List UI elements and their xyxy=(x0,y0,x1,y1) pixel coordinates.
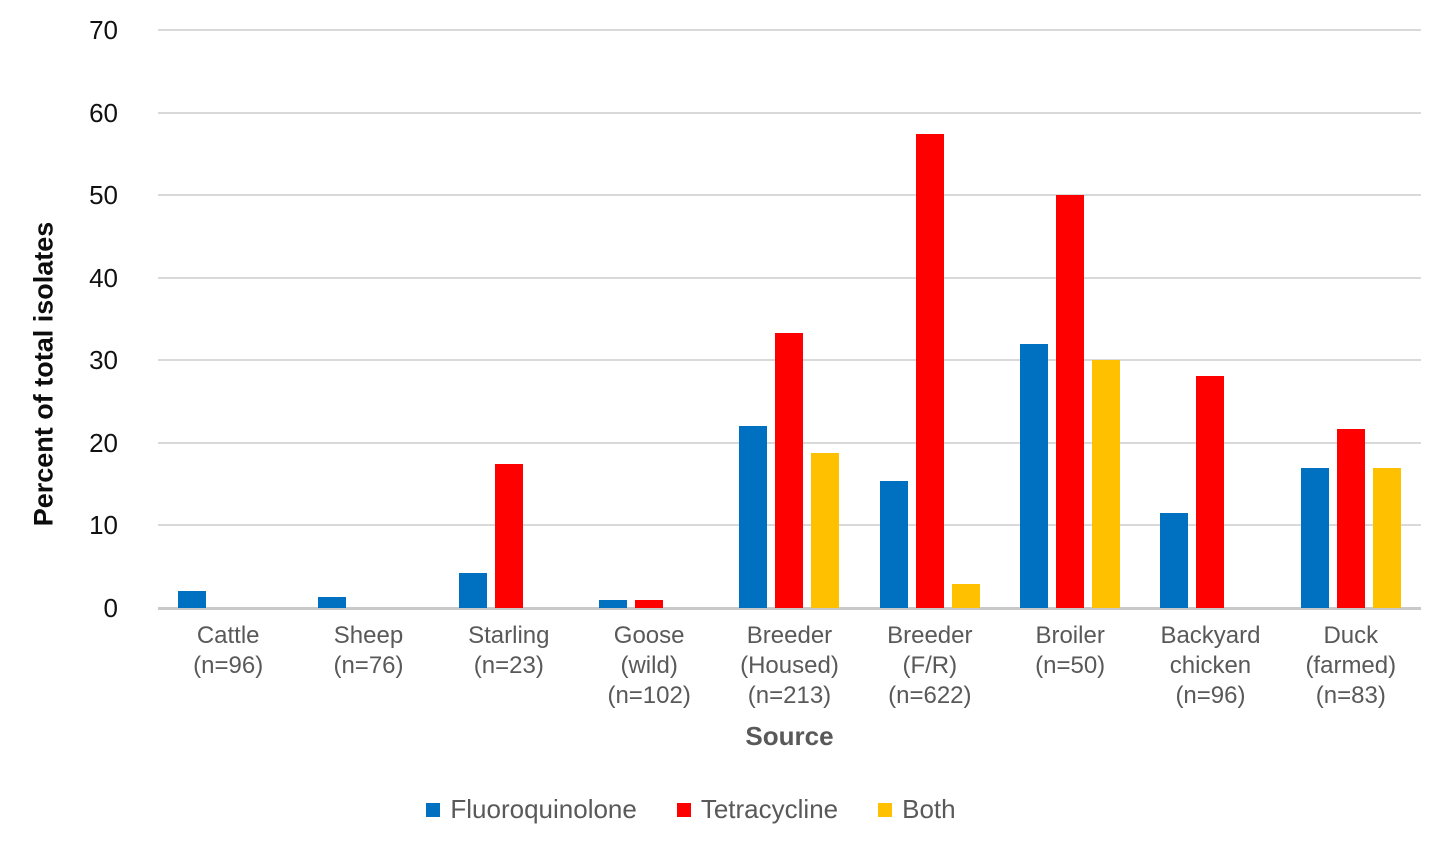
x-category-label-line: Breeder xyxy=(887,622,973,649)
x-category-label-line: Starling xyxy=(468,622,550,649)
y-tick-label-40: 40 xyxy=(89,262,118,293)
bar-group-sheep xyxy=(298,30,438,608)
gridline-20 xyxy=(158,441,1421,444)
x-category-label-line: (n=96) xyxy=(193,652,264,679)
bar-group-breeder xyxy=(719,30,859,608)
gridline-30 xyxy=(158,359,1421,362)
x-category-label-line: (n=213) xyxy=(747,682,832,709)
gridline-70 xyxy=(158,29,1421,31)
y-tick-label-20: 20 xyxy=(89,427,118,458)
legend-item-fluoroquinolone: Fluoroquinolone xyxy=(426,794,637,825)
bar-tetracycline-8 xyxy=(1336,428,1365,608)
bar-tetracycline-6 xyxy=(1056,195,1085,608)
x-category-label-line: (n=23) xyxy=(473,652,544,679)
bar-tetracycline-4 xyxy=(775,333,804,608)
bar-fluoroquinolone-7 xyxy=(1160,513,1189,608)
legend-item-tetracycline: Tetracycline xyxy=(676,794,839,825)
bar-tetracycline-5 xyxy=(915,134,944,608)
legend-item-both: Both xyxy=(878,794,956,825)
y-tick-label-10: 10 xyxy=(89,510,118,541)
gridline-10 xyxy=(158,524,1421,527)
x-category-label-line: (n=76) xyxy=(333,652,404,679)
bar-both-5 xyxy=(951,584,980,608)
x-category-label-2: Starling (n=23) xyxy=(439,621,579,711)
legend-swatch-icon xyxy=(878,802,893,817)
bar-fluoroquinolone-6 xyxy=(1020,343,1049,608)
x-category-label-line: (F/R) xyxy=(902,652,958,679)
y-tick-label-50: 50 xyxy=(89,180,118,211)
legend-label: Tetracycline xyxy=(700,794,839,824)
bar-fluoroquinolone-5 xyxy=(879,480,908,608)
x-category-label-line: Breeder xyxy=(746,622,833,649)
x-category-label-line: (farmed) xyxy=(1305,652,1397,679)
y-axis-tick-labels: 0 10 20 30 40 50 60 70 xyxy=(0,0,118,850)
bar-tetracycline-2 xyxy=(494,464,523,608)
x-category-label-line: Cattle xyxy=(196,622,260,649)
plot-area xyxy=(158,29,1421,610)
y-tick-label-0: 0 xyxy=(103,593,118,623)
legend-label: Fluoroquinolone xyxy=(450,794,637,824)
bar-group-broiler xyxy=(1000,30,1140,608)
x-category-label-line: (n=50) xyxy=(1035,652,1106,679)
x-category-label-line: Sheep xyxy=(333,622,404,649)
gridline-60 xyxy=(158,111,1421,114)
bar-group-goose xyxy=(579,30,719,608)
x-category-label-line: Goose xyxy=(613,622,685,649)
bar-group-starling xyxy=(439,30,579,608)
bar-group-cattle xyxy=(158,30,298,608)
x-category-label-3: Goose (wild) (n=102) xyxy=(579,621,719,711)
x-category-label-line: (n=83) xyxy=(1315,682,1386,709)
x-category-label-7: Backyard chicken (n=96) xyxy=(1140,621,1280,711)
x-category-label-line: chicken xyxy=(1169,652,1252,679)
bar-fluoroquinolone-0 xyxy=(178,590,207,608)
x-axis-category-labels: Cattle (n=96) Sheep (n=76) Starling (n=23) Goo… xyxy=(158,621,1421,711)
gridline-50 xyxy=(158,194,1421,197)
x-axis-title: Source xyxy=(745,721,834,751)
y-tick-label-70: 70 xyxy=(89,15,118,45)
x-axis-line xyxy=(158,607,1421,610)
bar-tetracycline-7 xyxy=(1196,375,1225,608)
bar-fluoroquinolone-8 xyxy=(1300,467,1329,608)
bar-both-8 xyxy=(1372,467,1401,608)
legend-swatch-icon xyxy=(676,802,691,817)
x-category-label-5: Breeder (F/R) (n=622) xyxy=(860,621,1000,711)
y-tick-label-30: 30 xyxy=(89,345,118,376)
x-category-label-line: (n=96) xyxy=(1175,682,1246,709)
x-category-label-line: (n=622) xyxy=(888,682,972,709)
y-tick-label-60: 60 xyxy=(89,97,118,128)
bar-group-backyard xyxy=(1140,30,1280,608)
x-category-label-line: Duck xyxy=(1323,622,1379,649)
x-category-label-line: Backyard xyxy=(1160,622,1261,649)
x-category-label-line: Broiler xyxy=(1035,622,1105,649)
x-category-label-8: Duck (farmed) (n=83) xyxy=(1281,621,1421,711)
x-category-label-line: (n=102) xyxy=(607,682,691,709)
bar-both-6 xyxy=(1092,360,1121,608)
bar-fluoroquinolone-4 xyxy=(739,425,768,608)
x-category-label-6: Broiler (n=50) xyxy=(1000,621,1140,711)
bar-group-breeder xyxy=(860,30,1000,608)
legend-label: Both xyxy=(902,794,956,824)
x-category-label-0: Cattle (n=96) xyxy=(158,621,298,711)
bar-fluoroquinolone-2 xyxy=(458,572,487,608)
x-category-label-line: (wild) xyxy=(620,652,678,679)
legend: Fluoroquinolone Tetracycline Both xyxy=(0,794,1382,825)
x-category-label-4: Breeder (Housed) (n=213) xyxy=(719,621,859,711)
x-category-label-line: (Housed) xyxy=(740,652,839,679)
gridline-40 xyxy=(158,276,1421,279)
bar-group-duck xyxy=(1281,30,1421,608)
x-category-label-1: Sheep (n=76) xyxy=(298,621,438,711)
bar-both-4 xyxy=(811,452,840,608)
legend-swatch-icon xyxy=(426,802,441,817)
